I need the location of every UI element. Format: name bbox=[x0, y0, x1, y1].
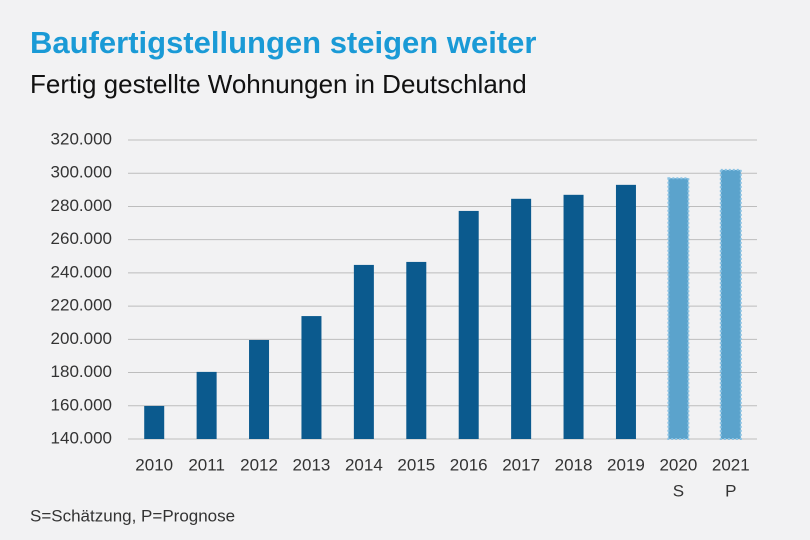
y-tick-label: 240.000 bbox=[51, 262, 112, 281]
x-tick-note: S bbox=[673, 481, 684, 500]
x-tick-label: 2011 bbox=[188, 455, 225, 474]
y-tick-label: 220.000 bbox=[51, 296, 112, 315]
x-tick-label: 2012 bbox=[240, 455, 278, 474]
y-tick-label: 140.000 bbox=[51, 428, 112, 447]
chart-title: Baufertigstellungen steigen weiter bbox=[30, 25, 536, 60]
y-tick-label: 160.000 bbox=[51, 395, 112, 414]
x-tick-label: 2017 bbox=[502, 455, 540, 474]
x-tick-label: 2015 bbox=[397, 455, 435, 474]
bar bbox=[719, 168, 742, 440]
bar bbox=[458, 210, 479, 439]
y-tick-label: 260.000 bbox=[51, 229, 112, 248]
bar bbox=[144, 405, 165, 439]
x-tick-label: 2010 bbox=[135, 455, 173, 474]
bar bbox=[301, 316, 322, 439]
x-tick-label: 2016 bbox=[450, 455, 488, 474]
x-tick-label: 2020 bbox=[659, 455, 697, 474]
bar bbox=[667, 177, 690, 440]
chart-subtitle: Fertig gestellte Wohnungen in Deutschlan… bbox=[30, 69, 527, 99]
x-tick-label: 2014 bbox=[345, 455, 383, 474]
bar bbox=[406, 261, 427, 439]
y-tick-label: 200.000 bbox=[51, 329, 112, 348]
x-tick-label: 2013 bbox=[293, 455, 331, 474]
x-tick-note: P bbox=[725, 481, 736, 500]
bar bbox=[196, 371, 217, 439]
x-tick-label: 2019 bbox=[607, 455, 645, 474]
y-tick-label: 180.000 bbox=[51, 362, 112, 381]
bar bbox=[615, 184, 636, 439]
x-tick-label: 2018 bbox=[555, 455, 593, 474]
footnote: S=Schätzung, P=Prognose bbox=[30, 506, 235, 525]
bar bbox=[249, 339, 270, 439]
x-tick-label: 2021 bbox=[712, 455, 750, 474]
y-tick-label: 320.000 bbox=[51, 129, 112, 148]
bar bbox=[563, 194, 584, 439]
bar bbox=[353, 264, 374, 439]
y-tick-label: 300.000 bbox=[51, 163, 112, 182]
y-tick-label: 280.000 bbox=[51, 196, 112, 215]
bar bbox=[511, 198, 532, 439]
